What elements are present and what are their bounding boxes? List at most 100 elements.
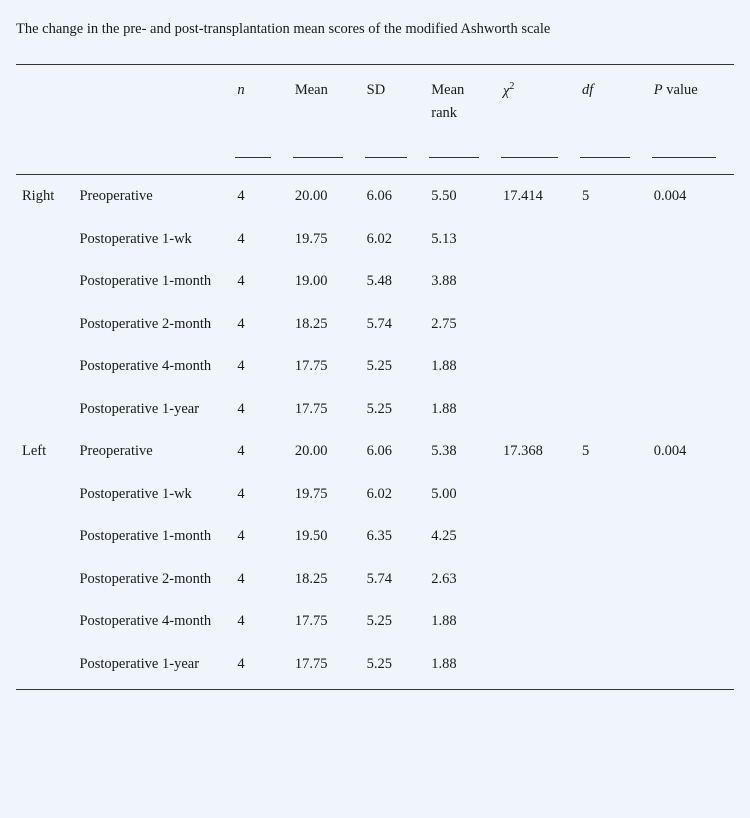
chi2-cell xyxy=(497,260,576,302)
mr-cell: 5.38 xyxy=(425,430,497,472)
mr-cell: 1.88 xyxy=(425,600,497,642)
sd-cell: 6.35 xyxy=(361,515,426,557)
chi2-cell xyxy=(497,473,576,515)
mr-cell: 5.00 xyxy=(425,473,497,515)
side-cell xyxy=(16,345,73,387)
n-cell: 4 xyxy=(231,515,288,557)
df-cell xyxy=(576,303,648,345)
side-cell xyxy=(16,558,73,600)
df-cell xyxy=(576,218,648,260)
pvalue-cell xyxy=(648,643,734,690)
df-cell xyxy=(576,558,648,600)
side-cell: Left xyxy=(16,430,73,472)
table-row: Postoperative 1-month419.506.354.25 xyxy=(16,515,734,557)
sd-cell: 5.25 xyxy=(361,600,426,642)
col-side xyxy=(16,65,73,175)
df-cell xyxy=(576,260,648,302)
pvalue-cell xyxy=(648,558,734,600)
df-cell: 5 xyxy=(576,175,648,218)
n-cell: 4 xyxy=(231,303,288,345)
sd-cell: 6.02 xyxy=(361,473,426,515)
timepoint-cell: Preoperative xyxy=(73,175,231,218)
df-cell xyxy=(576,473,648,515)
timepoint-cell: Postoperative 2-month xyxy=(73,558,231,600)
side-cell xyxy=(16,473,73,515)
mean-cell: 19.50 xyxy=(289,515,361,557)
mean-cell: 19.00 xyxy=(289,260,361,302)
col-n: n xyxy=(231,65,288,175)
n-cell: 4 xyxy=(231,643,288,690)
mr-cell: 2.63 xyxy=(425,558,497,600)
n-cell: 4 xyxy=(231,218,288,260)
mean-cell: 19.75 xyxy=(289,473,361,515)
pvalue-cell xyxy=(648,388,734,430)
df-cell xyxy=(576,643,648,690)
pvalue-cell xyxy=(648,473,734,515)
n-cell: 4 xyxy=(231,473,288,515)
ashworth-table: n Mean SD Mean rank χ2 df xyxy=(16,64,734,690)
col-timepoint xyxy=(73,65,231,175)
mean-cell: 17.75 xyxy=(289,643,361,690)
side-cell xyxy=(16,600,73,642)
chi2-cell xyxy=(497,303,576,345)
df-cell xyxy=(576,515,648,557)
n-cell: 4 xyxy=(231,430,288,472)
table-row: Postoperative 4-month417.755.251.88 xyxy=(16,345,734,387)
table-row: Postoperative 2-month418.255.742.63 xyxy=(16,558,734,600)
side-cell: Right xyxy=(16,175,73,218)
table-row: Postoperative 1-year417.755.251.88 xyxy=(16,643,734,690)
sd-cell: 6.06 xyxy=(361,430,426,472)
sd-cell: 5.25 xyxy=(361,345,426,387)
timepoint-cell: Postoperative 4-month xyxy=(73,600,231,642)
n-cell: 4 xyxy=(231,600,288,642)
n-cell: 4 xyxy=(231,558,288,600)
table-body: RightPreoperative420.006.065.5017.41450.… xyxy=(16,175,734,690)
sd-cell: 5.25 xyxy=(361,388,426,430)
mean-cell: 17.75 xyxy=(289,600,361,642)
df-cell: 5 xyxy=(576,430,648,472)
timepoint-cell: Preoperative xyxy=(73,430,231,472)
chi2-cell xyxy=(497,515,576,557)
side-cell xyxy=(16,218,73,260)
side-cell xyxy=(16,303,73,345)
side-cell xyxy=(16,643,73,690)
sd-cell: 5.74 xyxy=(361,558,426,600)
chi2-cell xyxy=(497,218,576,260)
pvalue-cell: 0.004 xyxy=(648,175,734,218)
mean-cell: 17.75 xyxy=(289,388,361,430)
table-row: Postoperative 2-month418.255.742.75 xyxy=(16,303,734,345)
table-row: Postoperative 1-year417.755.251.88 xyxy=(16,388,734,430)
chi2-cell xyxy=(497,345,576,387)
n-cell: 4 xyxy=(231,388,288,430)
pvalue-cell xyxy=(648,600,734,642)
chi2-cell xyxy=(497,600,576,642)
chi2-cell: 17.368 xyxy=(497,430,576,472)
col-sd: SD xyxy=(361,65,426,175)
mr-cell: 5.50 xyxy=(425,175,497,218)
mean-cell: 19.75 xyxy=(289,218,361,260)
col-df: df xyxy=(576,65,648,175)
col-mean: Mean xyxy=(289,65,361,175)
mr-cell: 4.25 xyxy=(425,515,497,557)
timepoint-cell: Postoperative 1-year xyxy=(73,388,231,430)
timepoint-cell: Postoperative 1-wk xyxy=(73,473,231,515)
table-title: The change in the pre- and post-transpla… xyxy=(16,18,734,40)
mr-cell: 5.13 xyxy=(425,218,497,260)
mr-cell: 1.88 xyxy=(425,643,497,690)
chi2-cell xyxy=(497,643,576,690)
side-cell xyxy=(16,260,73,302)
pvalue-cell: 0.004 xyxy=(648,430,734,472)
timepoint-cell: Postoperative 1-month xyxy=(73,260,231,302)
timepoint-cell: Postoperative 1-wk xyxy=(73,218,231,260)
mean-cell: 18.25 xyxy=(289,558,361,600)
col-pvalue: P value xyxy=(648,65,734,175)
mean-cell: 18.25 xyxy=(289,303,361,345)
col-meanrank: Mean rank xyxy=(425,65,497,175)
side-cell xyxy=(16,515,73,557)
timepoint-cell: Postoperative 1-year xyxy=(73,643,231,690)
pvalue-cell xyxy=(648,218,734,260)
table-row: Postoperative 4-month417.755.251.88 xyxy=(16,600,734,642)
table-row: Postoperative 1-month419.005.483.88 xyxy=(16,260,734,302)
n-cell: 4 xyxy=(231,260,288,302)
sd-cell: 5.48 xyxy=(361,260,426,302)
